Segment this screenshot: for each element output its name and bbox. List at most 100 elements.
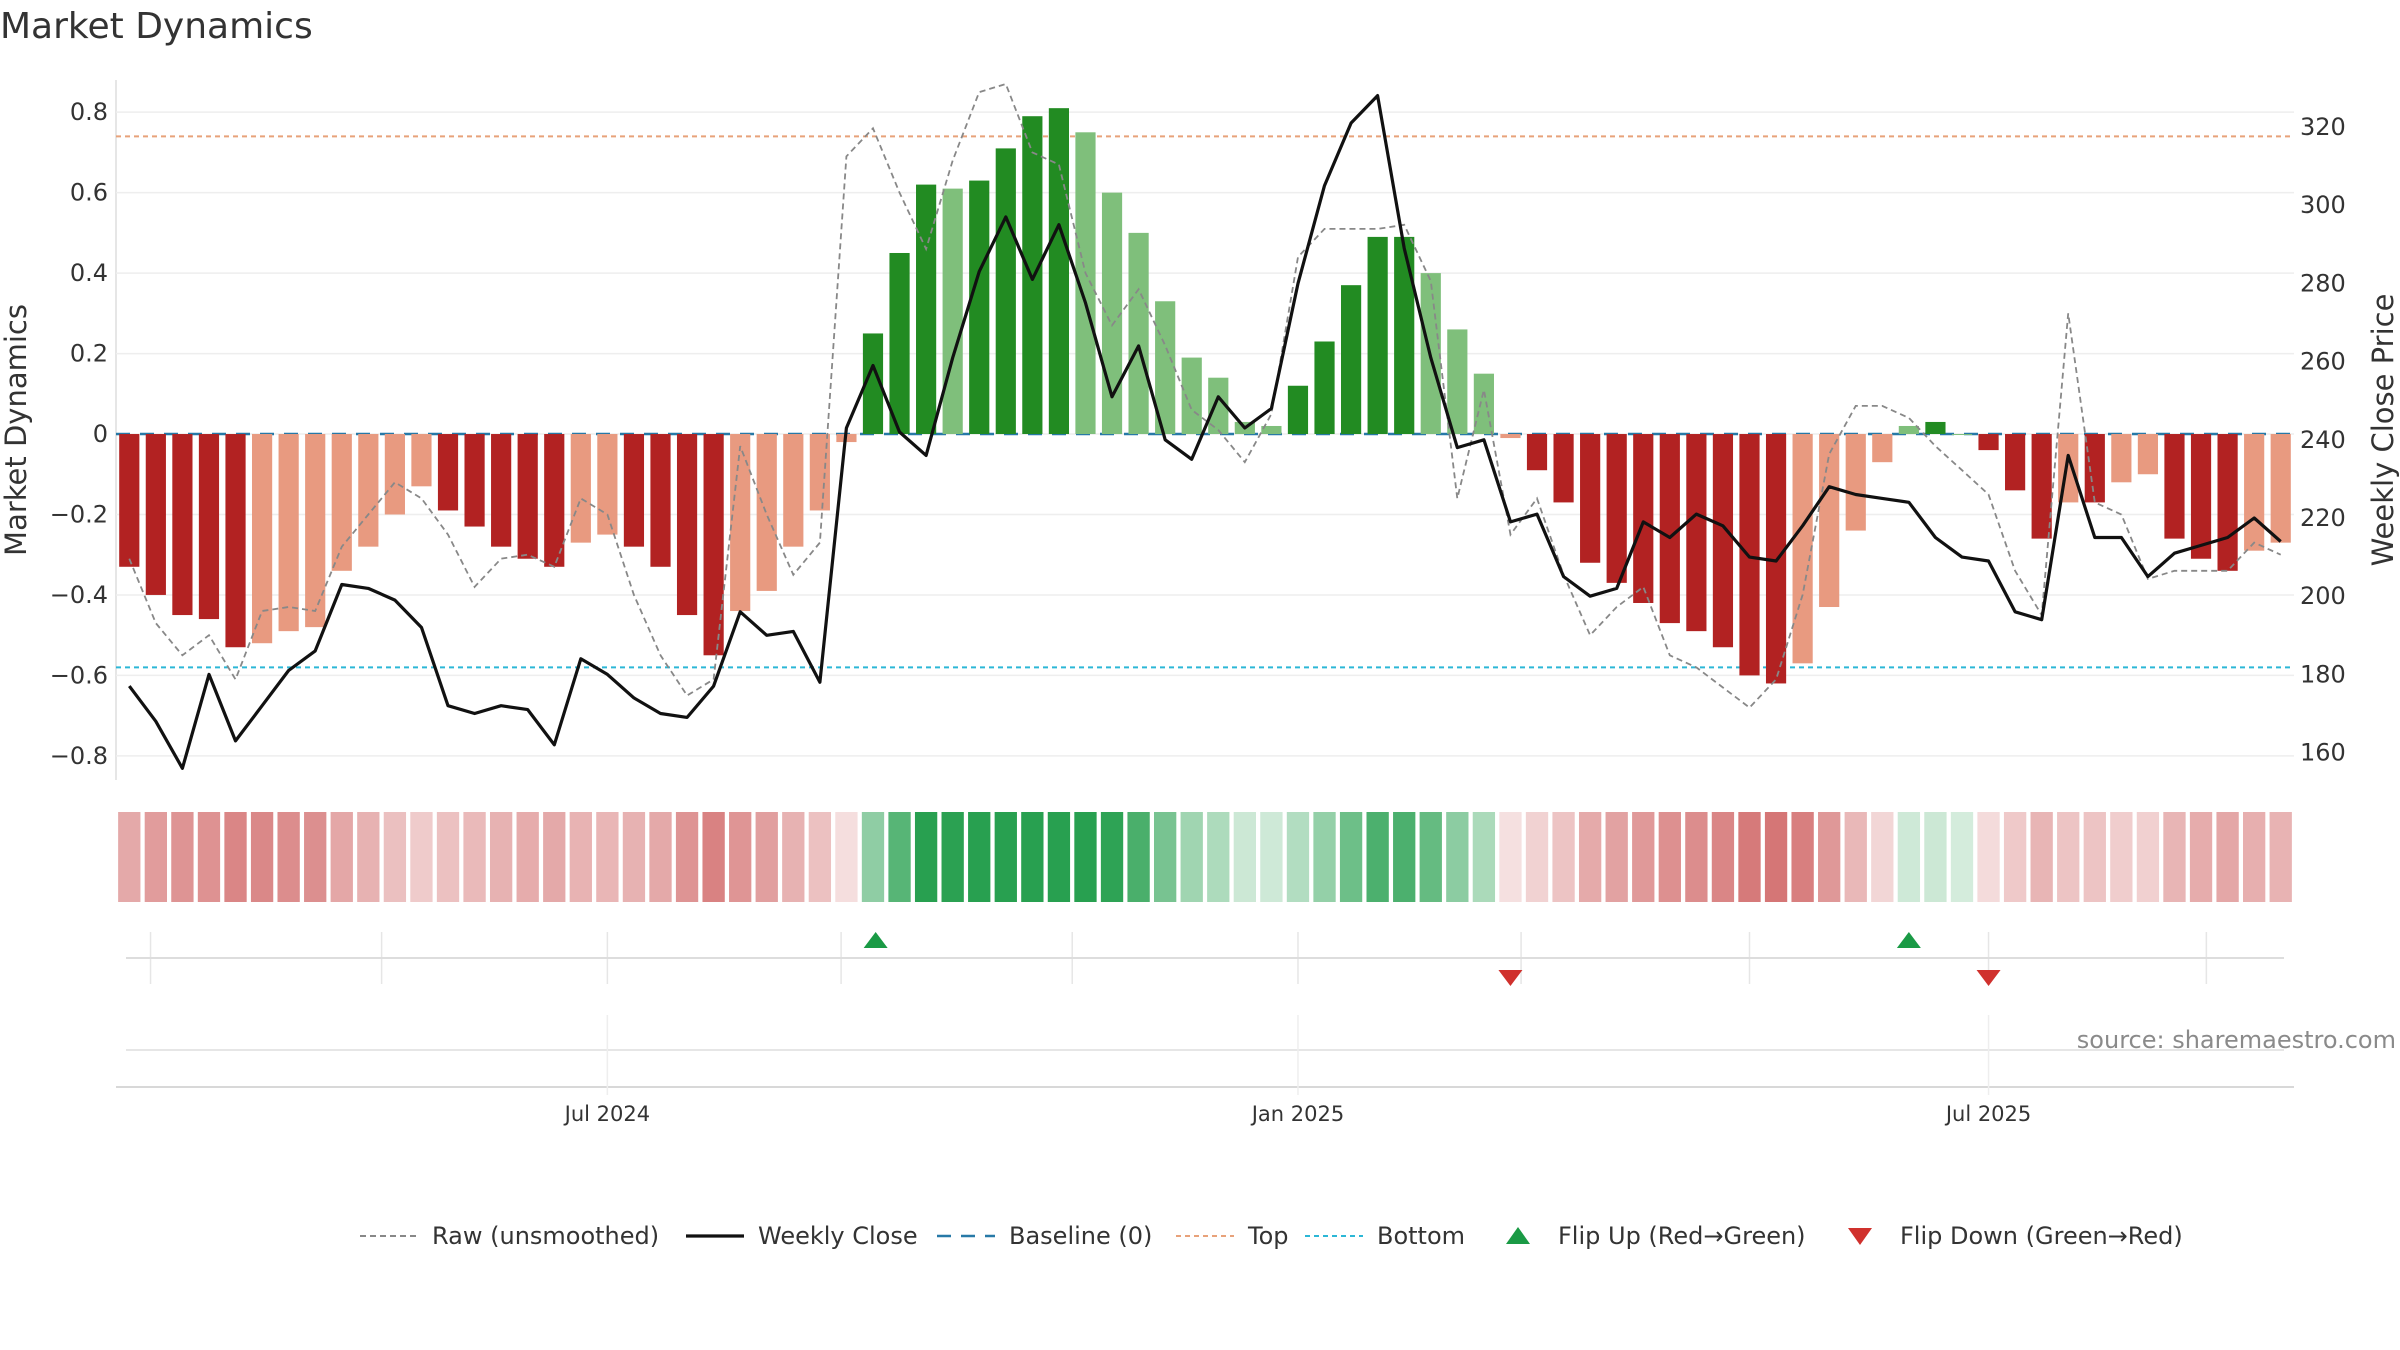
dynamics-bar bbox=[2270, 434, 2291, 543]
heat-cell bbox=[2083, 812, 2106, 902]
dynamics-bar bbox=[1261, 425, 1282, 435]
heat-cell bbox=[436, 812, 460, 902]
price-lines bbox=[128, 82, 2282, 770]
flip-markers bbox=[126, 932, 2284, 986]
heat-cell bbox=[2003, 812, 2027, 902]
dynamics-bar bbox=[1287, 385, 1309, 435]
dynamics-bar bbox=[2137, 434, 2159, 475]
dynamics-bar bbox=[2111, 434, 2132, 483]
heat-cell bbox=[171, 812, 194, 902]
heat-strip bbox=[118, 812, 2292, 902]
dynamics-bar bbox=[969, 180, 990, 435]
y2-tick-label: 240 bbox=[2300, 426, 2346, 454]
heat-cell bbox=[2216, 812, 2239, 902]
flip-up-marker bbox=[1896, 932, 1921, 948]
y-axis-label-right: Weekly Close Price bbox=[2366, 294, 2400, 567]
heat-cell bbox=[755, 812, 778, 902]
heat-cell bbox=[1711, 812, 1735, 902]
heat-cell bbox=[1233, 812, 1256, 902]
dynamics-bar bbox=[358, 434, 379, 547]
y2-tick-label: 260 bbox=[2300, 348, 2346, 376]
legend: Raw (unsmoothed) Weekly Close Baseline (0)… bbox=[360, 1222, 2183, 1250]
dynamics-bar bbox=[1075, 132, 1096, 435]
y2-tick-label: 160 bbox=[2300, 739, 2346, 767]
axis-ticks: 0.8 0.6 0.4 0.2 0 −0.2 −0.4 −0.6 −0.8 320 300 280 26… bbox=[50, 98, 2346, 770]
dynamics-bar bbox=[1500, 434, 1521, 439]
y-tick-label: −0.2 bbox=[50, 500, 108, 528]
y-tick-label: 0.8 bbox=[70, 98, 108, 126]
heat-cell bbox=[1685, 812, 1708, 902]
y-tick-label: −0.8 bbox=[50, 742, 108, 770]
dynamics-bar bbox=[889, 252, 910, 435]
heat-cell bbox=[1924, 812, 1947, 902]
y2-tick-label: 180 bbox=[2300, 660, 2346, 688]
source-label: source: sharemaestro.com bbox=[2077, 1026, 2396, 1054]
dynamics-bar bbox=[1951, 434, 1973, 436]
dynamics-bar bbox=[384, 434, 405, 515]
heat-cell bbox=[1844, 812, 1867, 902]
dynamics-bar bbox=[756, 434, 777, 591]
heat-cell bbox=[224, 812, 247, 902]
heat-cell bbox=[2057, 812, 2080, 902]
heat-cell bbox=[543, 812, 566, 902]
heat-cell bbox=[2189, 812, 2213, 902]
dynamics-bar bbox=[1367, 236, 1388, 435]
dynamics-bar bbox=[437, 434, 459, 511]
dynamics-bar bbox=[1181, 357, 1202, 435]
heat-cell bbox=[2030, 812, 2053, 902]
heat-cell bbox=[2243, 812, 2266, 902]
heat-cell bbox=[383, 812, 407, 902]
dynamics-bar bbox=[1340, 285, 1362, 435]
heat-cell bbox=[808, 812, 832, 902]
dynamics-bar bbox=[916, 184, 937, 435]
dynamics-bar bbox=[331, 434, 352, 571]
heat-cell bbox=[1897, 812, 1921, 902]
heat-cell bbox=[888, 812, 911, 902]
heat-cell bbox=[622, 812, 646, 902]
dynamics-bar bbox=[1128, 232, 1149, 435]
dynamics-bar bbox=[517, 434, 538, 559]
dynamics-bar bbox=[2164, 434, 2185, 539]
heat-cell bbox=[1499, 812, 1522, 902]
dynamics-bar bbox=[2005, 434, 2026, 491]
y-tick-label: 0 bbox=[93, 420, 108, 448]
heat-cell bbox=[277, 812, 300, 902]
dynamics-bar bbox=[1872, 434, 1893, 463]
dynamics-bar bbox=[1580, 434, 1601, 563]
dynamics-bar bbox=[1314, 341, 1335, 435]
dynamics-bar bbox=[1022, 116, 1043, 435]
legend-label: Weekly Close bbox=[758, 1222, 918, 1250]
dynamics-bar bbox=[198, 434, 220, 620]
legend-label: Flip Down (Green→Red) bbox=[1900, 1222, 2183, 1250]
x-tick-label: Jan 2025 bbox=[1250, 1102, 1345, 1126]
heat-cell bbox=[1977, 812, 2000, 902]
dynamics-bar bbox=[809, 434, 830, 511]
dynamics-bar bbox=[544, 434, 565, 567]
heat-cell bbox=[1393, 812, 1416, 902]
dynamics-bar bbox=[1819, 434, 1840, 608]
dynamics-bar bbox=[1659, 434, 1680, 624]
legend-label: Flip Up (Red→Green) bbox=[1558, 1222, 1806, 1250]
heat-cell bbox=[1180, 812, 1203, 902]
y-tick-label: 0.6 bbox=[70, 179, 108, 207]
heat-cell bbox=[941, 812, 964, 902]
heat-cell bbox=[968, 812, 991, 902]
dynamics-bar bbox=[783, 434, 804, 547]
dynamics-bar bbox=[278, 434, 299, 632]
date-axis: Jul 2024 Jan 2025 Jul 2025 bbox=[116, 1015, 2294, 1126]
heat-cell bbox=[1632, 812, 1655, 902]
dynamics-bar bbox=[225, 434, 246, 648]
dynamics-bar bbox=[1712, 434, 1734, 648]
y-tick-label: −0.4 bbox=[50, 581, 108, 609]
heat-cell bbox=[304, 812, 327, 902]
dynamics-bar bbox=[1633, 434, 1654, 603]
dynamics-bar bbox=[464, 434, 485, 527]
legend-swatch-flip-up bbox=[1506, 1227, 1530, 1244]
dynamics-bar bbox=[703, 434, 724, 656]
dynamics-bar bbox=[1526, 434, 1548, 471]
heat-cell bbox=[914, 812, 938, 902]
dynamics-bar bbox=[676, 434, 698, 616]
dynamics-bar bbox=[1048, 108, 1070, 435]
heat-cell bbox=[1818, 812, 1841, 902]
heat-cell bbox=[675, 812, 699, 902]
